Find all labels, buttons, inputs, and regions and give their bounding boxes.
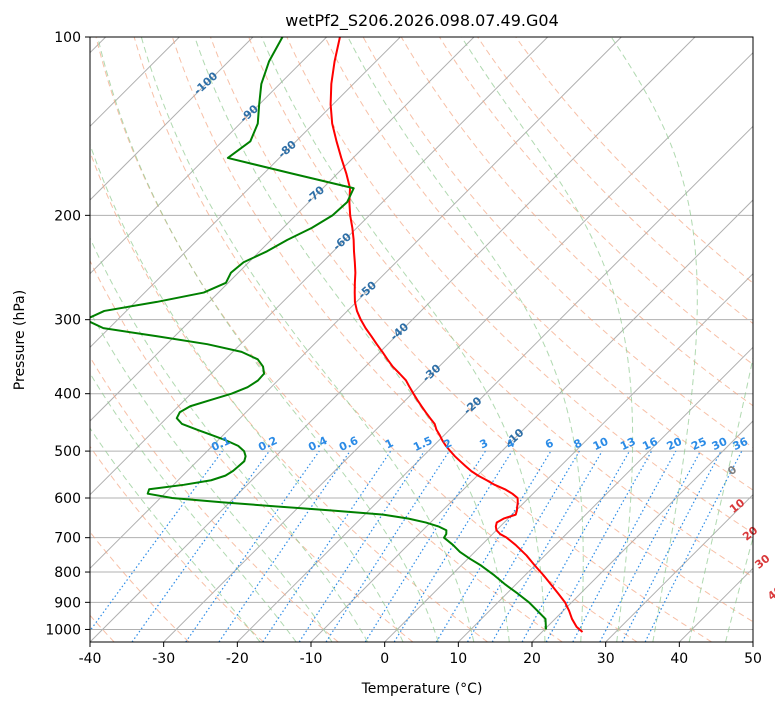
- dry-adiabat-line: [171, 37, 712, 642]
- x-tick-label: 0: [380, 651, 389, 667]
- dry-adiabat-line: [477, 37, 753, 325]
- x-tick-label: -10: [300, 651, 323, 667]
- isotherm-line: [605, 493, 753, 642]
- moist-adiabat-line: [90, 236, 369, 642]
- x-tick-label: -20: [226, 651, 249, 667]
- mixing-ratio-line: [466, 450, 580, 642]
- y-tick-label: 400: [54, 387, 81, 403]
- mixing-ratio-label: 20: [665, 435, 685, 453]
- moist-adiabat-line: [261, 37, 546, 642]
- moist-adiabat-label: 40: [765, 583, 775, 603]
- temperature-profile-line: [329, 37, 584, 633]
- mixing-ratio-line: [521, 450, 631, 642]
- isotherm-line: [531, 420, 753, 642]
- y-tick-label: 300: [54, 313, 81, 329]
- x-tick-label: 10: [449, 651, 467, 667]
- mixing-ratio-line: [364, 450, 486, 642]
- mixing-ratio-label: 10: [591, 435, 611, 453]
- x-tick-label: -30: [152, 651, 175, 667]
- y-tick-label: 500: [54, 444, 81, 460]
- plot-background: [90, 37, 753, 642]
- mixing-ratio-label: 30: [710, 435, 730, 453]
- dry-adiabat-line: [400, 37, 753, 407]
- mixing-ratio-line: [393, 450, 513, 642]
- x-tick-label: 20: [523, 651, 541, 667]
- plot-frame: [89, 36, 754, 643]
- moist-adiabat-line: [688, 355, 753, 642]
- isotherm-line: [90, 37, 549, 496]
- moist-adiabat-line: [140, 37, 475, 642]
- x-tick-label: 50: [744, 651, 762, 667]
- moist-adiabat-line: [347, 37, 584, 642]
- dry-adiabat-line: [324, 37, 753, 491]
- dry-adiabat-line: [95, 37, 563, 642]
- mixing-ratio-line: [325, 450, 450, 642]
- y-tick-label: 800: [54, 565, 81, 581]
- moist-adiabat-line: [610, 37, 698, 642]
- isotherm-line: [236, 125, 753, 642]
- mixing-ratio-line: [545, 450, 653, 642]
- y-tick-label: 200: [54, 208, 81, 224]
- isotherm-line: [90, 37, 401, 349]
- mixing-ratio-label: 13: [618, 435, 637, 453]
- isotherm-line: [384, 272, 753, 642]
- y-tick-label: 600: [54, 491, 81, 507]
- isotherm-line: [90, 37, 622, 570]
- mixing-ratio-label: 25: [689, 435, 708, 453]
- isotherm-line: [90, 37, 254, 201]
- mixing-ratio-label: 36: [731, 435, 751, 453]
- mixing-ratio-line: [185, 450, 320, 642]
- mixing-ratio-line: [572, 450, 677, 642]
- mixing-ratio-line: [491, 450, 603, 642]
- isotherm-line: [90, 37, 328, 275]
- mixing-ratio-line: [218, 450, 351, 642]
- x-tick-label: -40: [79, 651, 102, 667]
- y-axis-label: Pressure (hPa): [12, 290, 28, 390]
- x-tick-label: 30: [597, 651, 615, 667]
- mixing-ratio-label: 16: [640, 435, 660, 453]
- y-tick-label: 1000: [45, 622, 81, 638]
- dry-adiabat-line: [133, 37, 638, 642]
- dry-adiabat-line: [90, 445, 264, 642]
- y-tick-label: 700: [54, 531, 81, 547]
- dewpoint-profile-line: [90, 37, 548, 630]
- moist-adiabat-line: [97, 37, 439, 642]
- chart-title: wetPf2_S206.2026.098.07.49.G04: [285, 11, 559, 31]
- dry-adiabat-line: [248, 37, 753, 578]
- mixing-ratio-line: [131, 450, 270, 642]
- x-axis-label: Temperature (°C): [361, 681, 483, 697]
- dry-adiabat-line: [210, 37, 753, 623]
- mixing-ratio-line: [435, 450, 552, 642]
- moist-adiabat-line: [90, 427, 261, 642]
- dry-adiabat-line: [362, 37, 753, 449]
- moist-adiabat-line: [90, 143, 404, 642]
- moist-adiabat-line: [725, 536, 753, 642]
- isotherm-line: [90, 37, 696, 642]
- x-tick-label: 40: [670, 651, 688, 667]
- y-tick-label: 100: [54, 30, 81, 46]
- moist-adiabat-line: [194, 37, 510, 642]
- moist-adiabat-line: [90, 310, 333, 642]
- y-tick-label: 900: [54, 595, 81, 611]
- isotherm-line: [457, 346, 753, 642]
- dry-adiabat-line: [515, 37, 753, 284]
